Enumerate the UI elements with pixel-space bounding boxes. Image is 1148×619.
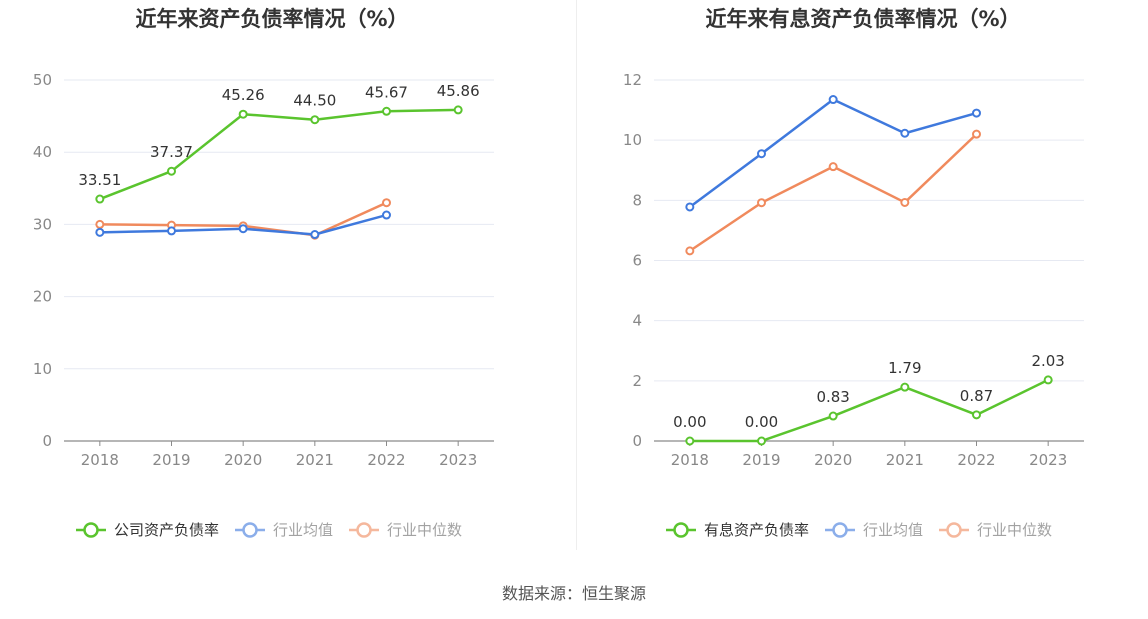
legend-marker [242, 522, 258, 538]
x-tick-label: 2021 [296, 451, 334, 469]
data-point-1 [828, 95, 838, 105]
data-label: 33.51 [78, 171, 121, 189]
series-line-0 [99, 108, 459, 201]
data-point-0 [310, 115, 320, 125]
legend-marker [83, 522, 99, 538]
series-line-1 [689, 98, 977, 208]
x-tick-label: 2019 [742, 451, 780, 469]
legend-marker [356, 522, 372, 538]
x-tick-label: 2022 [367, 451, 405, 469]
data-point-2 [95, 219, 105, 229]
data-point-0 [167, 166, 176, 176]
data-point-0 [382, 106, 391, 116]
data-label: 0.83 [816, 388, 849, 406]
data-label: 45.86 [437, 82, 480, 100]
chart-title: 近年来有息资产负债率情况（%） [705, 7, 1020, 31]
data-label: 44.50 [293, 92, 336, 110]
data-label: 0.00 [673, 413, 706, 431]
legend-item-1[interactable]: 行业均值 [235, 521, 333, 539]
data-point-0 [685, 436, 695, 446]
x-tick-label: 2020 [224, 451, 262, 469]
data-point-1 [310, 230, 320, 240]
data-source-label: 数据来源：恒生聚源 [501, 584, 646, 603]
y-tick-label: 4 [632, 312, 642, 330]
data-point-1 [685, 202, 695, 212]
data-label: 45.67 [365, 83, 408, 101]
legend-marker [673, 522, 689, 538]
data-label: 1.79 [888, 359, 921, 377]
data-label: 2.03 [1031, 352, 1064, 370]
legend-item-2[interactable]: 行业中位数 [349, 521, 462, 539]
data-label: 37.37 [150, 143, 193, 161]
legend-label: 行业中位数 [387, 521, 462, 539]
y-tick-label: 12 [623, 71, 642, 89]
interest-bearing-liability-ratio-chart: 近年来有息资产负债率情况（%） 0 2 4 6 8 10 12 2018 2019 2020 2021… [623, 7, 1084, 539]
data-point-2 [685, 246, 695, 256]
x-tick-label: 2021 [886, 451, 924, 469]
chart-title: 近年来资产负债率情况（%） [135, 7, 408, 31]
data-label: 0.87 [960, 387, 993, 405]
data-point-1 [972, 108, 981, 118]
data-point-1 [757, 149, 766, 159]
legend-label: 行业中位数 [977, 521, 1052, 539]
chart-divider [576, 0, 577, 550]
data-point-0 [900, 382, 910, 392]
x-tick-label: 2023 [439, 451, 477, 469]
data-point-0 [828, 411, 838, 421]
legend-item-0[interactable]: 有息资产负债率 [666, 521, 809, 539]
y-tick-label: 2 [632, 372, 642, 390]
legend-label: 公司资产负债率 [114, 521, 219, 539]
legend-label: 行业均值 [863, 521, 923, 539]
data-point-2 [828, 162, 838, 172]
y-tick-label: 0 [42, 432, 52, 450]
data-point-0 [972, 410, 981, 420]
legend-item-2[interactable]: 行业中位数 [939, 521, 1052, 539]
data-point-1 [238, 224, 248, 234]
x-tick-label: 2020 [814, 451, 852, 469]
y-tick-label: 8 [632, 191, 642, 209]
series-line-0 [689, 378, 1049, 443]
y-tick-label: 20 [33, 288, 52, 306]
data-point-0 [1043, 375, 1053, 385]
data-point-2 [382, 198, 391, 208]
data-point-1 [382, 210, 391, 220]
data-point-2 [972, 129, 981, 139]
data-point-2 [757, 198, 766, 208]
x-tick-label: 2022 [957, 451, 995, 469]
x-tick-label: 2023 [1029, 451, 1067, 469]
asset-liability-ratio-chart: 近年来资产负债率情况（%） 0 10 20 30 40 50 2018 2019 2020 2021… [33, 7, 494, 539]
data-point-0 [95, 194, 105, 204]
y-tick-label: 50 [33, 71, 52, 89]
y-tick-label: 10 [623, 131, 642, 149]
legend-marker [946, 522, 962, 538]
y-tick-label: 10 [33, 360, 52, 378]
legend-item-0[interactable]: 公司资产负债率 [76, 521, 219, 539]
data-point-1 [900, 128, 910, 138]
series-line-2 [689, 133, 978, 252]
data-point-1 [95, 227, 105, 237]
y-tick-label: 30 [33, 215, 52, 233]
data-point-2 [900, 197, 910, 207]
x-tick-label: 2019 [152, 451, 190, 469]
data-point-0 [757, 436, 766, 446]
legend-label: 行业均值 [273, 521, 333, 539]
legend-item-1[interactable]: 行业均值 [825, 521, 923, 539]
legend-label: 有息资产负债率 [704, 521, 809, 539]
data-point-0 [453, 105, 463, 115]
y-tick-label: 0 [632, 432, 642, 450]
x-tick-label: 2018 [671, 451, 709, 469]
y-tick-label: 6 [632, 252, 642, 270]
x-tick-label: 2018 [81, 451, 119, 469]
data-point-0 [238, 109, 248, 119]
data-label: 45.26 [222, 86, 265, 104]
data-label: 0.00 [745, 413, 778, 431]
y-tick-label: 40 [33, 143, 52, 161]
legend-marker [832, 522, 848, 538]
data-point-1 [167, 226, 176, 236]
